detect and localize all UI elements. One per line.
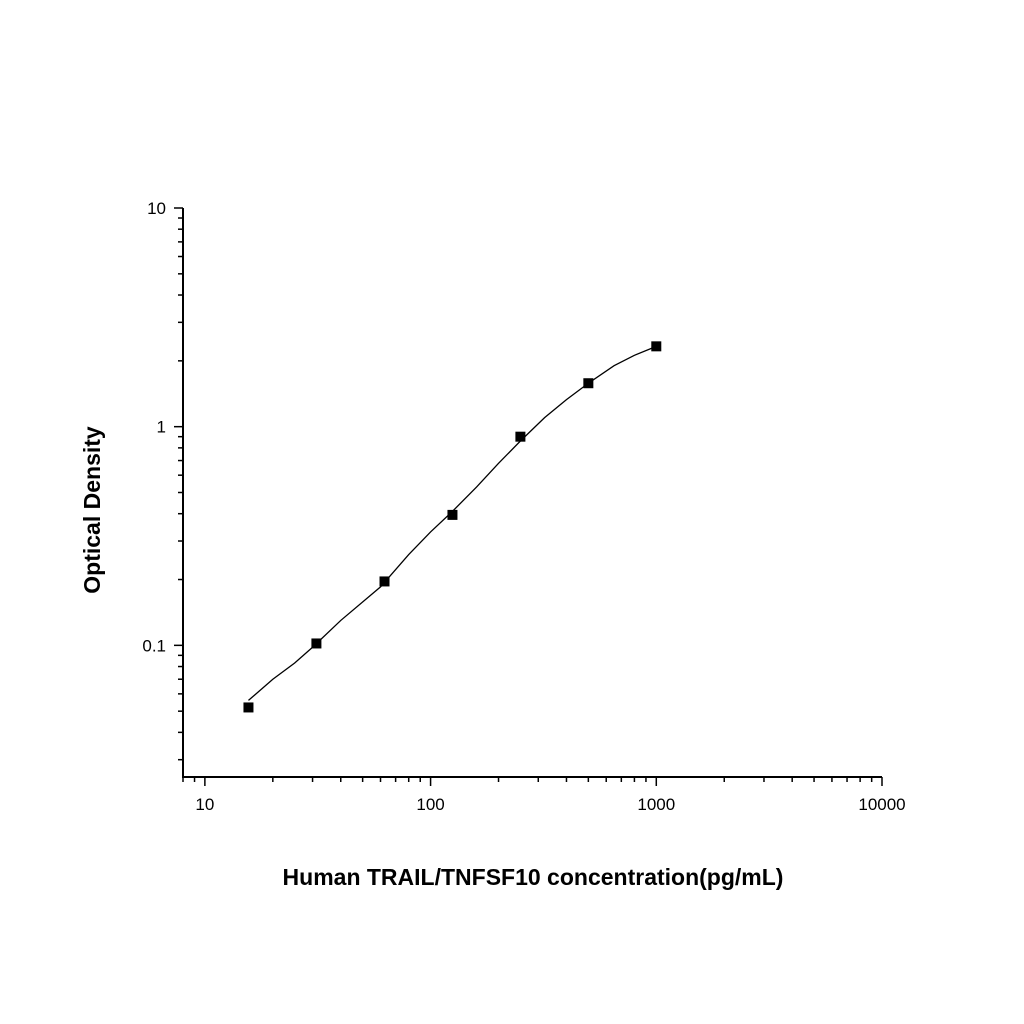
x-tick-label: 10000: [858, 795, 905, 814]
data-points: [243, 341, 662, 713]
data-point: [515, 431, 526, 442]
y-tick-labels: 0.1 1 10: [142, 199, 166, 655]
y-tick-label: 0.1: [142, 636, 166, 655]
axes: [182, 208, 882, 778]
x-tick-labels: 10 100 1000 10000: [195, 795, 905, 814]
x-axis-title: Human TRAIL/TNFSF10 concentration(pg/mL): [283, 864, 784, 890]
x-tick-label: 100: [416, 795, 444, 814]
data-point: [311, 638, 322, 649]
data-point: [243, 702, 254, 713]
fit-curve: [248, 345, 657, 701]
y-ticks: [174, 207, 183, 761]
y-tick-label: 10: [147, 199, 166, 218]
y-tick-label: 1: [157, 418, 166, 437]
x-tick-label: 1000: [637, 795, 675, 814]
data-point: [651, 341, 662, 352]
data-point: [379, 576, 390, 587]
data-point: [447, 509, 458, 520]
x-ticks: [182, 777, 883, 786]
data-point: [583, 378, 594, 389]
y-axis-title: Optical Density: [79, 426, 105, 594]
x-tick-label: 10: [195, 795, 214, 814]
